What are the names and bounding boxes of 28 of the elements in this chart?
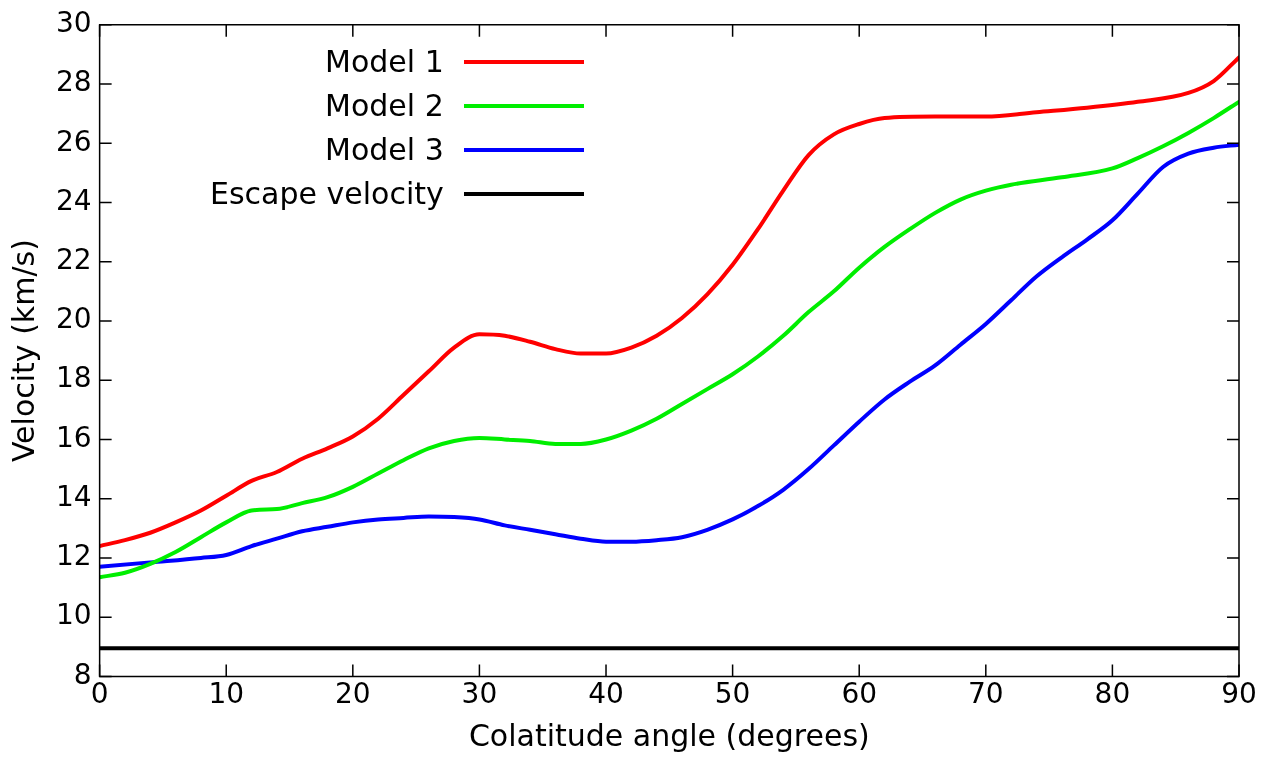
y-tick-label: 18 bbox=[55, 361, 92, 395]
y-axis-title: Velocity (km/s) bbox=[5, 239, 41, 463]
y-tick-label: 26 bbox=[55, 124, 92, 158]
x-tick-label: 50 bbox=[714, 677, 751, 711]
y-tick-label: 30 bbox=[55, 6, 92, 40]
x-tick-label: 10 bbox=[208, 677, 245, 711]
x-tick-label: 60 bbox=[841, 677, 878, 711]
y-tick-label: 16 bbox=[55, 420, 92, 454]
y-tick-label: 24 bbox=[55, 183, 92, 217]
y-tick-label: 12 bbox=[55, 539, 92, 573]
x-tick-label: 20 bbox=[335, 677, 371, 711]
y-tick-label: 14 bbox=[55, 479, 92, 513]
legend-label: Escape velocity bbox=[210, 175, 444, 213]
legend-label: Model 2 bbox=[324, 87, 444, 125]
x-tick-label: 70 bbox=[967, 677, 1004, 711]
y-tick-label: 8 bbox=[73, 657, 92, 691]
x-tick-label: 40 bbox=[588, 677, 624, 711]
y-tick-label: 22 bbox=[55, 243, 92, 277]
y-tick-label: 20 bbox=[55, 302, 92, 336]
x-tick-label: 0 bbox=[90, 677, 109, 711]
x-tick-label: 30 bbox=[461, 677, 498, 711]
x-axis-title: Colatitude angle (degrees) bbox=[468, 717, 870, 753]
x-tick-label: 90 bbox=[1221, 677, 1257, 711]
x-tick-label: 80 bbox=[1094, 677, 1131, 711]
legend-label: Model 1 bbox=[324, 43, 444, 81]
legend-label: Model 3 bbox=[324, 131, 444, 169]
y-tick-label: 10 bbox=[55, 598, 92, 632]
y-tick-label: 28 bbox=[55, 65, 92, 99]
